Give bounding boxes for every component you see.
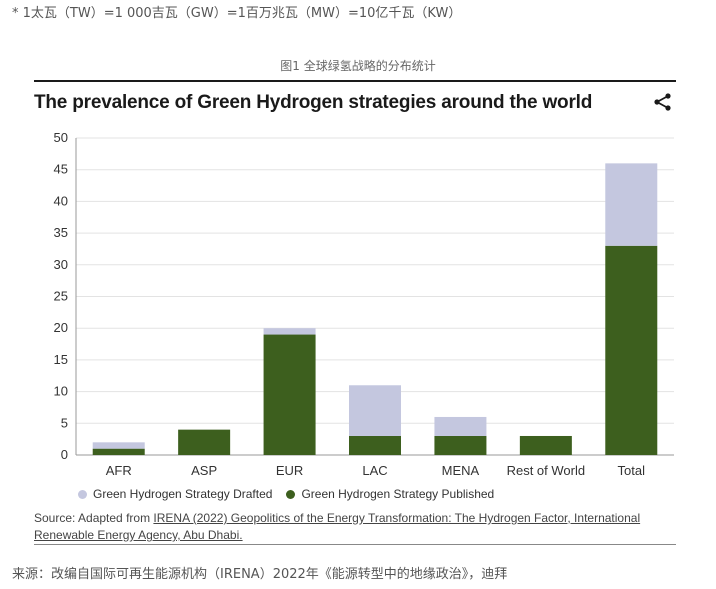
bar-drafted-afr	[92, 442, 145, 449]
legend-label-published: Green Hydrogen Strategy Published	[301, 487, 495, 501]
x-tick-label-eur: EUR	[276, 463, 303, 478]
legend-swatch-drafted	[78, 489, 87, 499]
share-icon[interactable]	[652, 92, 674, 112]
y-tick-label-5: 5	[61, 415, 68, 430]
x-tick-label-total: Total	[618, 463, 646, 478]
y-tick-label-35: 35	[54, 225, 68, 240]
y-tick-label-20: 20	[54, 320, 68, 335]
bar-published-lac	[349, 435, 401, 455]
x-tick-label-lac: LAC	[362, 463, 387, 478]
legend-item-published: Green Hydrogen Strategy Published	[286, 487, 494, 501]
figure-caption: 图1 全球绿氢战略的分布统计	[280, 59, 436, 73]
unit-note: * 1太瓦（TW）=1 000吉瓦（GW）=1百万兆瓦（MW）=10亿千瓦（KW…	[12, 6, 462, 21]
bar-published-total	[605, 245, 658, 455]
x-tick-label-rest-of-world: Rest of World	[507, 463, 586, 478]
y-tick-label-25: 25	[54, 289, 68, 304]
x-tick-label-mena: MENA	[442, 463, 480, 478]
bar-drafted-lac	[349, 385, 401, 436]
bar-published-mena	[434, 435, 487, 455]
bar-drafted-mena	[434, 416, 487, 436]
legend-item-drafted: Green Hydrogen Strategy Drafted	[78, 487, 272, 501]
source-prefix: Source: Adapted from	[34, 511, 154, 525]
x-tick-label-asp: ASP	[191, 463, 217, 478]
legend-label-drafted: Green Hydrogen Strategy Drafted	[93, 487, 273, 501]
y-tick-label-40: 40	[54, 193, 68, 208]
legend-swatch-published	[286, 489, 296, 499]
bar-drafted-total	[605, 163, 658, 246]
bar-chart: 0 5 10 15 20 25 30 35 40 45 50 AFR ASP EUR LAC MENA Rest…	[54, 130, 674, 478]
bar-published-asp	[178, 429, 231, 455]
y-tick-label-50: 50	[54, 130, 68, 145]
legend: Green Hydrogen Strategy Drafted Green Hy…	[78, 487, 494, 501]
bar-published-afr	[92, 448, 145, 455]
chart-title: The prevalence of Green Hydrogen strateg…	[34, 92, 593, 113]
y-tick-label-30: 30	[54, 257, 68, 272]
bar-published-eur	[263, 334, 316, 455]
bottom-rule	[34, 544, 676, 545]
y-tick-label-10: 10	[54, 384, 68, 399]
top-rule	[34, 80, 676, 82]
source-link[interactable]: IRENA (2022) Geopolitics of the Energy T…	[34, 511, 641, 542]
footer-note: 来源：改编自国际可再生能源机构（IRENA）2022年《能源转型中的地缘政治》，…	[12, 567, 508, 582]
x-tick-label-afr: AFR	[106, 463, 132, 478]
y-tick-label-45: 45	[54, 162, 68, 177]
bar-published-rest-of-world	[519, 435, 572, 455]
source-note: Source: Adapted from IRENA (2022) Geopol…	[34, 510, 679, 544]
y-tick-label-15: 15	[54, 352, 68, 367]
y-tick-label-0: 0	[61, 447, 68, 462]
bar-drafted-eur	[263, 328, 316, 335]
